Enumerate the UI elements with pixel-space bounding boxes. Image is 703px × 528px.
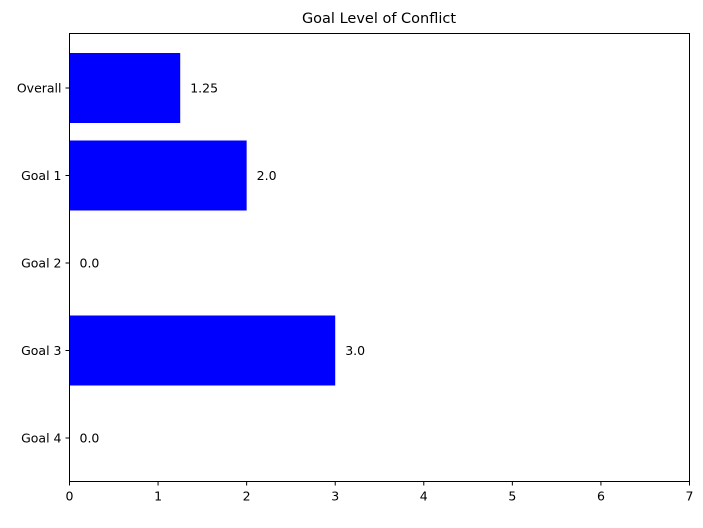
x-tick-label: 6 [597, 489, 605, 504]
value-label-goal-1: 2.0 [257, 168, 277, 183]
bar-goal-3 [69, 315, 336, 386]
bar-overall [69, 53, 181, 123]
bar-goal-1 [69, 140, 247, 211]
x-tick-label: 1 [154, 489, 162, 504]
y-tick-label: Goal 2 [21, 256, 61, 271]
y-tick-label: Goal 4 [21, 431, 61, 446]
x-tick-label: 4 [420, 489, 428, 504]
x-axis: 0 1 2 3 4 5 6 7 [66, 481, 694, 504]
plot-frame [69, 33, 690, 482]
value-labels-layer: 1.25 2.0 0.0 3.0 0.0 [80, 81, 366, 446]
value-label-goal-2: 0.0 [80, 256, 100, 271]
x-tick-label: 3 [331, 489, 339, 504]
value-label-overall: 1.25 [190, 81, 218, 96]
y-tick-label: Overall [17, 81, 62, 96]
x-tick-label: 2 [243, 489, 251, 504]
x-tick-label: 5 [508, 489, 516, 504]
bars-layer [69, 53, 336, 386]
value-label-goal-3: 3.0 [345, 343, 365, 358]
chart-title: Goal Level of Conflict [302, 11, 456, 27]
y-tick-label: Goal 3 [21, 343, 61, 358]
y-tick-label: Goal 1 [21, 168, 61, 183]
x-tick-label: 0 [66, 489, 74, 504]
y-axis: Overall Goal 1 Goal 2 Goal 3 Goal 4 [17, 81, 70, 446]
x-tick-label: 7 [686, 489, 694, 504]
value-label-goal-4: 0.0 [80, 431, 100, 446]
